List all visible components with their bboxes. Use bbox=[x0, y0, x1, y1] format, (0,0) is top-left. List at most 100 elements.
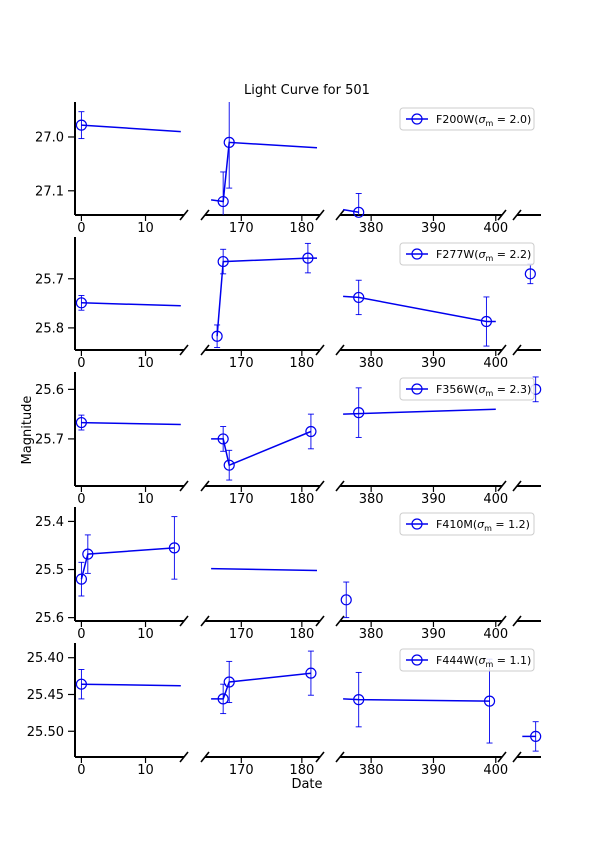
axis-break-mark bbox=[315, 344, 325, 356]
x-tick-label: 380 bbox=[359, 763, 384, 778]
legend-box bbox=[399, 377, 535, 401]
legend-label: F356W(σm = 2.3) bbox=[436, 383, 531, 398]
x-tick-label: 380 bbox=[359, 627, 384, 642]
axis-break-mark bbox=[335, 751, 345, 763]
legend-label: F410M(σm = 1.2) bbox=[436, 518, 530, 533]
legend-label: F444W(σm = 1.1) bbox=[436, 654, 531, 669]
legend-box bbox=[399, 107, 535, 131]
axis-break-mark bbox=[315, 615, 325, 627]
y-tick-label: 25.5 bbox=[35, 563, 64, 578]
y-tick-label: 25.8 bbox=[35, 321, 64, 336]
legend-marker bbox=[411, 383, 423, 395]
x-tick-label: 0 bbox=[77, 221, 85, 236]
series-line bbox=[211, 672, 311, 700]
axis-break-mark bbox=[497, 615, 507, 627]
panels-container: 27.0 27.1 0 10 170 180 380 390 400 F200W(σm = 2.0… bbox=[27, 102, 542, 778]
y-tick-label: 25.7 bbox=[35, 272, 64, 287]
x-tick-label: 400 bbox=[483, 492, 508, 507]
panel-1: 27.0 27.1 0 10 170 180 380 390 400 F200W(σm = 2.0… bbox=[35, 102, 541, 236]
data-point bbox=[340, 594, 352, 606]
y-tick-label: 25.40 bbox=[27, 651, 64, 666]
y-tick-label: 25.4 bbox=[35, 515, 64, 530]
data-point bbox=[75, 416, 88, 429]
x-tick-label: 180 bbox=[289, 627, 314, 642]
axis-break-mark bbox=[179, 751, 189, 763]
axis-break-mark bbox=[497, 344, 507, 356]
legend-label: F277W(σm = 2.2) bbox=[436, 248, 531, 263]
x-tick-label: 390 bbox=[421, 221, 446, 236]
data-point bbox=[75, 119, 88, 131]
x-tick-label: 400 bbox=[483, 221, 508, 236]
data-point bbox=[305, 667, 317, 679]
x-tick-label: 180 bbox=[289, 356, 314, 371]
data-point bbox=[353, 206, 365, 218]
x-tick-label: 400 bbox=[483, 356, 508, 371]
x-tick-label: 180 bbox=[289, 221, 314, 236]
data-point bbox=[75, 573, 88, 585]
series-line bbox=[211, 141, 318, 203]
axis-break-mark bbox=[497, 209, 507, 221]
legend-box bbox=[399, 648, 535, 672]
data-point bbox=[353, 291, 365, 304]
x-tick-label: 390 bbox=[421, 356, 446, 371]
x-tick-label: 10 bbox=[137, 763, 154, 778]
x-tick-label: 380 bbox=[359, 221, 384, 236]
data-point bbox=[75, 678, 88, 690]
data-point bbox=[217, 433, 229, 445]
data-point bbox=[524, 268, 536, 280]
series-line bbox=[342, 208, 359, 214]
panel-4: 25.4 25.5 25.6 0 10 170 180 380 390 400 F410M(σm =… bbox=[35, 507, 541, 642]
series-line bbox=[81, 124, 181, 133]
axis-break-mark bbox=[200, 344, 210, 356]
data-point bbox=[353, 694, 365, 706]
data-point bbox=[211, 330, 223, 342]
series-line bbox=[211, 430, 312, 467]
panel-2: 25.7 25.8 0 10 170 180 380 390 400 F277W(σm = 2.2… bbox=[35, 237, 541, 371]
series-line bbox=[81, 421, 181, 426]
axis-break-mark bbox=[200, 209, 210, 221]
x-tick-label: 170 bbox=[229, 221, 254, 236]
legend-marker bbox=[411, 248, 423, 260]
x-tick-label: 390 bbox=[421, 492, 446, 507]
axis-break-mark bbox=[179, 615, 189, 627]
data-point bbox=[75, 297, 88, 309]
axis-break-mark bbox=[512, 480, 522, 492]
series-line bbox=[343, 408, 496, 415]
data-point bbox=[82, 548, 94, 560]
y-tick-label: 27.1 bbox=[35, 184, 64, 199]
data-point bbox=[223, 459, 235, 471]
data-point bbox=[530, 730, 542, 743]
axis-break-mark bbox=[179, 209, 189, 221]
data-point bbox=[217, 693, 229, 705]
axis-break-mark bbox=[315, 209, 325, 221]
x-tick-label: 390 bbox=[421, 627, 446, 642]
data-point bbox=[305, 425, 317, 438]
data-point bbox=[217, 255, 229, 268]
x-tick-label: 10 bbox=[137, 221, 154, 236]
y-axis-title: Magnitude bbox=[20, 396, 35, 465]
x-tick-label: 400 bbox=[483, 627, 508, 642]
legend-marker bbox=[411, 518, 423, 530]
axis-break-mark bbox=[200, 751, 210, 763]
x-axis-title: Date bbox=[291, 777, 322, 792]
series-line bbox=[216, 257, 317, 337]
data-point bbox=[302, 252, 314, 264]
x-tick-label: 170 bbox=[229, 356, 254, 371]
x-tick-label: 0 bbox=[77, 627, 85, 642]
axis-break-mark bbox=[335, 209, 345, 221]
x-tick-label: 10 bbox=[137, 356, 154, 371]
axis-break-mark bbox=[512, 615, 522, 627]
x-tick-label: 10 bbox=[137, 627, 154, 642]
series-line bbox=[343, 295, 496, 323]
legend-marker bbox=[411, 113, 423, 125]
panel-5: 25.40 25.45 25.50 0 10 170 180 380 390 400 F444W(σ… bbox=[27, 643, 542, 778]
axis-break-mark bbox=[512, 344, 522, 356]
x-tick-label: 170 bbox=[229, 763, 254, 778]
y-tick-label: 27.0 bbox=[35, 130, 64, 145]
y-tick-label: 25.6 bbox=[35, 383, 64, 398]
panel-3: 25.6 25.7 0 10 170 180 380 390 400 F356W(σm = 2.3… bbox=[35, 372, 542, 507]
x-tick-label: 10 bbox=[137, 492, 154, 507]
data-point bbox=[223, 136, 235, 148]
x-tick-label: 400 bbox=[483, 763, 508, 778]
x-tick-label: 0 bbox=[77, 492, 85, 507]
